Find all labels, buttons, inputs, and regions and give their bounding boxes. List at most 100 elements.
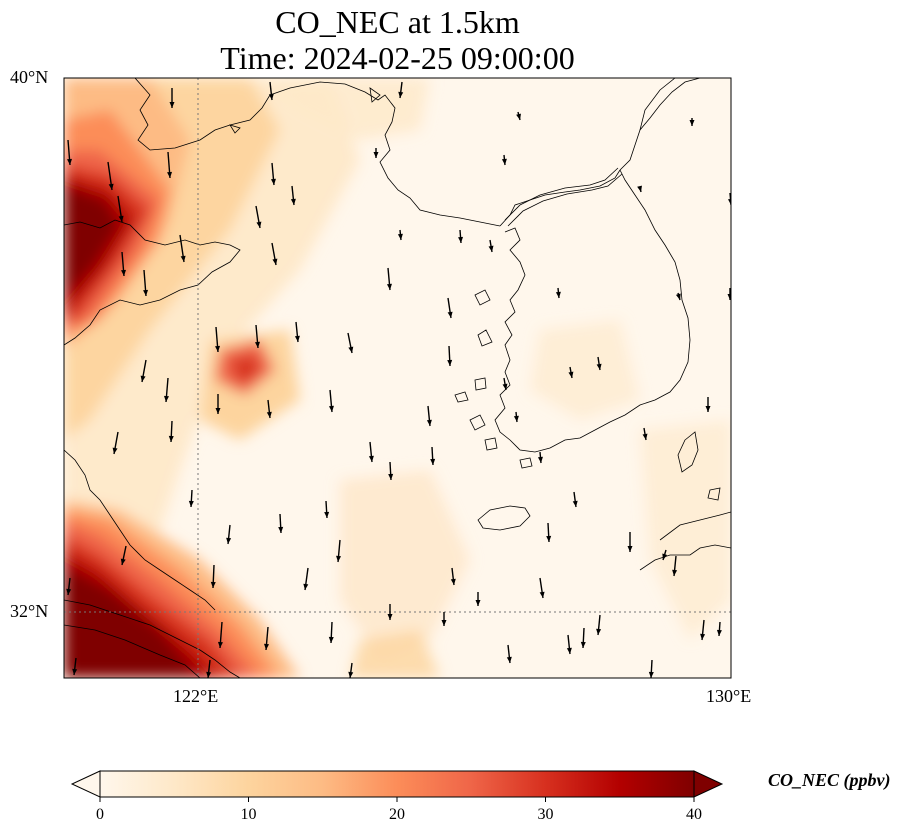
wind-arrow-head	[458, 236, 464, 243]
wind-arrow-head	[689, 120, 695, 126]
wind-arrow-head	[254, 341, 260, 348]
colorbar-tick-label-0: 0	[96, 806, 104, 823]
wind-arrow-head	[348, 671, 354, 678]
wind-arrow-head	[475, 600, 481, 606]
wind-arrow-head	[516, 113, 521, 120]
wind-arrow-head	[290, 198, 296, 205]
wind-arrow-head	[506, 656, 512, 663]
wind-arrow-head	[180, 255, 186, 262]
wind-arrow-head	[324, 511, 330, 518]
wind-arrow-head	[67, 158, 73, 165]
gridlines	[64, 78, 731, 678]
wind-arrow-head	[672, 569, 678, 576]
wind-arrow-head	[215, 408, 221, 414]
wind-arrow-head	[705, 406, 711, 412]
lat-tick-label-40n: 40°N	[10, 67, 49, 87]
wind-arrow-head	[266, 411, 272, 418]
wind-arrow-head	[112, 447, 118, 454]
wind-vectors	[66, 81, 731, 678]
wind-arrow-head	[294, 335, 300, 342]
map-frame	[63, 77, 732, 679]
colorbar-tick-label-40: 40	[686, 806, 702, 823]
wind-arrow-head	[169, 102, 175, 108]
wind-arrow-head	[270, 178, 276, 185]
wind-arrow-head	[386, 283, 392, 290]
wind-arrow-head	[348, 346, 354, 353]
wind-arrow-head	[450, 578, 456, 585]
wind-arrow-head	[164, 395, 169, 402]
wind-arrow-head	[426, 419, 432, 426]
map-panel	[64, 78, 731, 678]
wind-arrow-head	[501, 158, 507, 165]
wind-arrow-head	[217, 641, 223, 648]
wind-arrow-head	[627, 546, 633, 552]
wind-arrow-head	[268, 93, 274, 100]
wind-arrow-head	[675, 293, 681, 300]
wind-arrow-head	[264, 643, 270, 650]
wind-arrow-head	[716, 629, 722, 636]
wind-arrow-head	[546, 535, 552, 542]
wind-arrow-head	[447, 359, 453, 366]
wind-arrow-head	[580, 641, 586, 648]
wind-arrow-head	[272, 258, 278, 265]
wind-arrow-head	[368, 455, 374, 462]
wind-arrow-head	[637, 185, 642, 192]
wind-arrow-head	[328, 636, 334, 643]
colorbar-label: CO_NEC (ppbv)	[768, 770, 891, 790]
colorbar	[70, 770, 724, 802]
wind-arrow-head	[662, 553, 668, 560]
wind-arrow-head	[430, 458, 436, 465]
wind-arrow-head	[140, 375, 146, 382]
lon-tick-label-122e: 122°E	[173, 686, 219, 706]
wind-arrow-head	[398, 91, 404, 98]
colorbar-gradient	[100, 771, 694, 797]
colorbar-tick-label-20: 20	[389, 806, 405, 823]
concentration-field	[64, 78, 731, 678]
wind-arrow-head	[572, 500, 578, 507]
wind-arrow-head	[502, 383, 508, 390]
wind-arrow-head	[256, 221, 262, 228]
wind-arrow-head	[539, 591, 545, 598]
wind-arrow-head	[441, 620, 447, 626]
wind-arrow-head	[168, 435, 174, 442]
wind-arrow-head	[206, 671, 212, 678]
colorbar-tick-label-10: 10	[240, 806, 257, 823]
wind-arrow-head	[537, 456, 543, 463]
lon-tick-label-130e: 130°E	[706, 686, 752, 706]
wind-arrow-head	[555, 291, 561, 298]
colorbar-tick-label-30: 30	[537, 806, 554, 823]
wind-arrow-head	[120, 558, 126, 565]
wind-arrow-head	[397, 233, 403, 240]
wind-arrow-head	[388, 473, 394, 480]
wind-arrow-head	[727, 294, 731, 300]
wind-arrow-head	[447, 311, 453, 318]
wind-arrow-head	[328, 405, 334, 412]
chart-title-line2: Time: 2024-02-25 09:00:00	[220, 40, 575, 76]
wind-arrow-head	[642, 433, 648, 440]
wind-arrow-head	[118, 215, 124, 222]
wind-arrow-head	[108, 183, 114, 190]
lat-tick-label-32n: 32°N	[10, 601, 49, 621]
wind-arrow-head	[387, 614, 393, 620]
wind-arrow-head	[278, 526, 284, 533]
wind-arrow-head	[210, 581, 216, 588]
wind-arrow-head	[596, 363, 602, 370]
wind-arrow-head	[596, 628, 602, 635]
wind-arrow-head	[566, 647, 572, 654]
wind-arrow-head	[303, 583, 309, 590]
coastlines	[64, 78, 731, 678]
wind-arrow-head	[121, 269, 126, 276]
wind-arrow-head	[728, 198, 731, 205]
wind-arrow-head	[72, 668, 78, 675]
wind-arrow-head	[66, 588, 72, 595]
wind-arrow-head	[226, 537, 232, 544]
colorbar-extend-low	[70, 770, 101, 798]
wind-arrow-head	[513, 415, 519, 422]
wind-arrow-head	[373, 152, 379, 158]
wind-arrow-head	[488, 245, 494, 252]
wind-arrow-head	[143, 289, 149, 296]
colorbar-extend-high	[693, 770, 724, 798]
wind-arrow-head	[188, 500, 194, 507]
wind-arrow-head	[700, 633, 706, 640]
